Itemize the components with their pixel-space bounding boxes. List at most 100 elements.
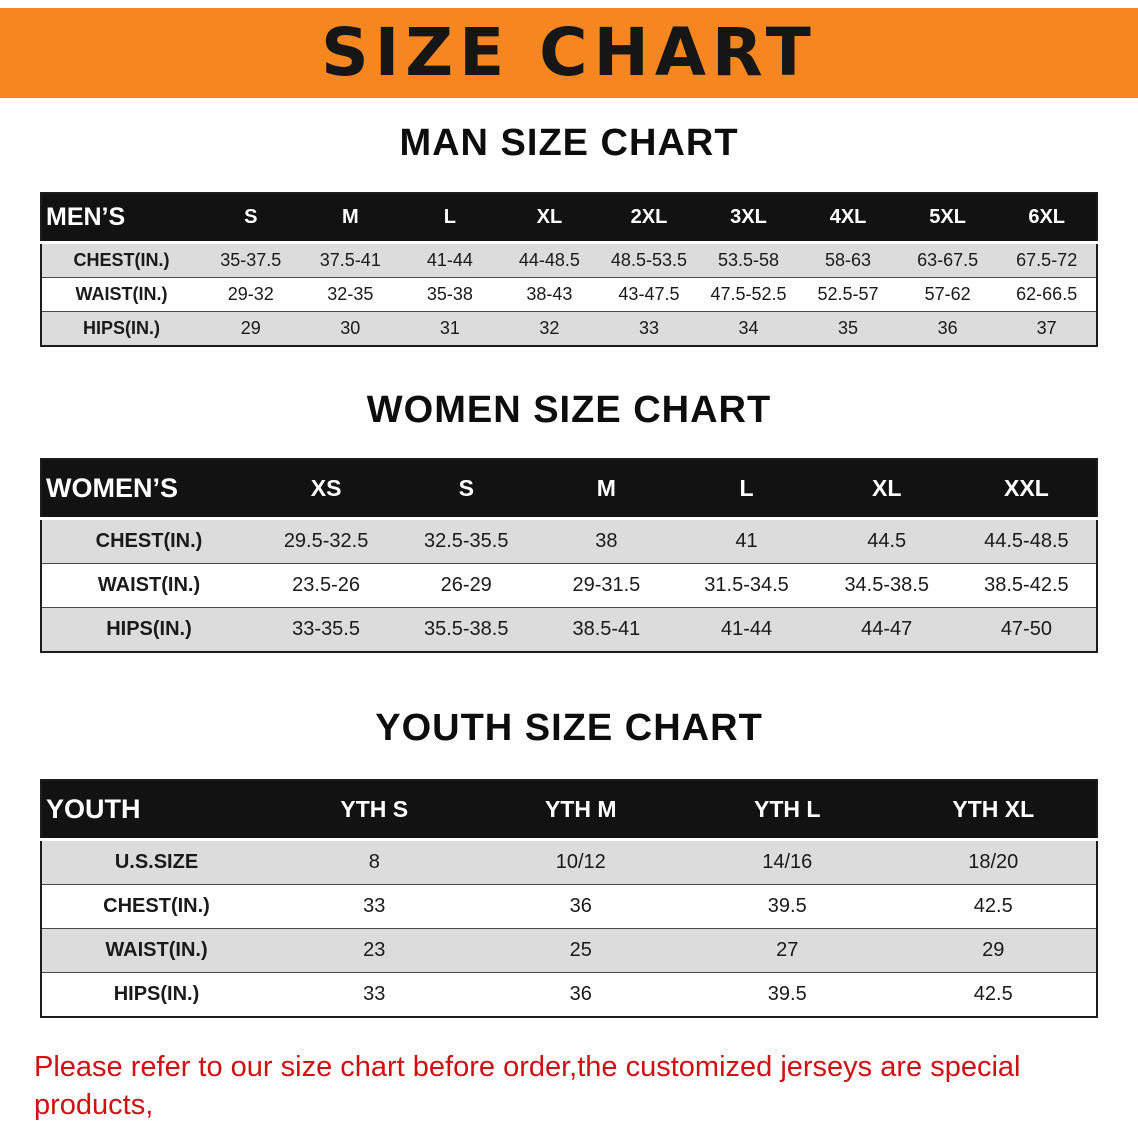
men-size-table: MEN’S S M L XL 2XL 3XL 4XL 5XL 6XL CHEST(IN.) 35-37… [40,191,1098,347]
table-header-row: WOMEN’S XS S M L XL XXL [41,459,1097,521]
table-title-cell: YOUTH [41,780,271,842]
size-value-cell: 38-43 [526,283,573,304]
size-value-cell: 34.5-38.5 [844,574,929,597]
youth-size-table: YOUTH YTH S YTH M YTH L YTH XL U.S.SIZE 8 10/12… [40,779,1098,1019]
size-header-cell: XXL [956,459,1097,521]
size-header-cell: S [396,459,537,521]
size-value-cell: 30 [340,317,361,338]
size-value-cell: 39.5 [767,983,807,1006]
size-value-cell: 67.5-72 [1016,249,1078,270]
men-section-heading: MAN SIZE CHART [399,122,739,164]
women-size-table: WOMEN’S XS S M L XL XXL CHEST(IN.) 29.5-32.5 32.5… [40,458,1098,654]
size-value-cell: 35-38 [426,283,473,304]
size-value-cell: 29-32 [227,283,274,304]
section-men: MAN SIZE CHART MEN’S S M L XL 2XL 3XL 4XL 5XL 6XL… [0,122,1138,347]
size-value-cell: 27 [776,939,799,962]
disclaimer-text: Please refer to our size chart before or… [34,1048,1104,1132]
size-value-cell: 41 [735,530,758,553]
disclaimer-line-1: Please refer to our size chart before or… [34,1051,1021,1122]
size-value-cell: 63-67.5 [917,249,979,270]
table-title-cell: MEN’S [41,192,201,244]
size-header-cell: 6XL [997,192,1097,244]
size-header-cell: S [201,192,301,244]
size-value-cell: 44-48.5 [518,249,580,270]
size-value-cell: 31 [439,317,460,338]
size-value-cell: 10/12 [555,851,606,874]
size-value-cell: 41-44 [426,249,473,270]
table-row: WAIST(IN.) 29-32 32-35 35-38 38-43 43-47.5 47.… [41,277,1097,312]
size-value-cell: 32-35 [327,283,374,304]
size-header-cell: M [536,459,677,521]
size-value-cell: 14/16 [762,851,813,874]
size-value-cell: 32 [539,317,560,338]
table-title-cell: WOMEN’S [41,459,256,521]
table-row: HIPS(IN.) 33 36 39.5 42.5 [41,972,1097,1018]
size-value-cell: 43-47.5 [618,283,680,304]
row-label-cell: CHEST(IN.) [103,895,210,918]
size-header-cell: M [300,192,401,244]
section-youth: YOUTH SIZE CHART YOUTH YTH S YTH M YTH L YTH… [0,707,1138,1019]
size-value-cell: 25 [569,939,592,962]
size-value-cell: 37 [1036,317,1057,338]
size-value-cell: 44-47 [861,618,913,641]
table-row: CHEST(IN.) 33 36 39.5 42.5 [41,884,1097,929]
size-value-cell: 36 [569,895,592,918]
size-value-cell: 29 [982,939,1005,962]
table-header-row: MEN’S S M L XL 2XL 3XL 4XL 5XL 6XL [41,192,1097,244]
size-value-cell: 42.5 [973,983,1013,1006]
size-header-cell: XL [499,192,600,244]
size-value-cell: 42.5 [973,895,1013,918]
row-label-cell: HIPS(IN.) [82,317,160,338]
size-value-cell: 47.5-52.5 [710,283,787,304]
size-value-cell: 58-63 [825,249,872,270]
size-value-cell: 38.5-41 [572,618,641,641]
size-value-cell: 8 [368,851,380,874]
size-value-cell: 44.5-48.5 [984,530,1069,553]
size-value-cell: 33 [363,983,386,1006]
size-value-cell: 33-35.5 [292,618,360,641]
table-header-row: YOUTH YTH S YTH M YTH L YTH XL [41,780,1097,842]
size-value-cell: 34 [738,317,759,338]
row-label-cell: HIPS(IN.) [106,618,192,641]
size-value-cell: 62-66.5 [1016,283,1078,304]
size-value-cell: 26-29 [440,574,492,597]
size-value-cell: 18/20 [968,851,1019,874]
table-row: WAIST(IN.) 23 25 27 29 [41,928,1097,973]
women-section-heading: WOMEN SIZE CHART [366,388,772,431]
size-value-cell: 57-62 [924,283,971,304]
size-value-cell: 23.5-26 [292,574,360,597]
size-header-cell: YTH XL [890,780,1097,842]
disclaimer-line-2: we don’t accept cancel, change, teturn o… [34,1128,1024,1132]
size-value-cell: 52.5-57 [817,283,879,304]
size-header-cell: YTH L [684,780,891,842]
size-value-cell: 35-37.5 [220,249,282,270]
table-row: CHEST(IN.) 29.5-32.5 32.5-35.5 38 41 44.5 44.5… [41,518,1097,564]
size-value-cell: 31.5-34.5 [704,574,789,597]
table-row: CHEST(IN.) 35-37.5 37.5-41 41-44 44-48.5 48.5… [41,242,1097,278]
size-value-cell: 36 [937,317,958,338]
size-value-cell: 32.5-35.5 [423,530,509,553]
row-label-cell: WAIST(IN.) [105,939,208,962]
size-header-cell: 2XL [599,192,699,244]
size-value-cell: 37.5-41 [319,249,381,270]
size-header-cell: XS [256,459,397,521]
size-value-cell: 41-44 [720,618,773,641]
size-value-cell: 38.5-42.5 [984,574,1069,597]
size-header-cell: 5XL [897,192,998,244]
size-header-cell: L [676,459,817,521]
size-value-cell: 38 [595,530,618,553]
size-value-cell: 44.5 [867,530,907,553]
row-label-cell: WAIST(IN.) [75,283,168,304]
size-value-cell: 39.5 [767,895,807,918]
table-row: HIPS(IN.) 29 30 31 32 33 34 35 36 37 [41,311,1097,346]
banner: SIZE CHART [0,8,1138,98]
youth-section-heading: YOUTH SIZE CHART [375,707,763,750]
row-label-cell: CHEST(IN.) [73,249,170,270]
size-value-cell: 35.5-38.5 [423,618,509,641]
size-header-cell: 4XL [798,192,898,244]
row-label-cell: U.S.SIZE [114,851,199,874]
size-header-cell: L [400,192,500,244]
size-value-cell: 29.5-32.5 [283,530,369,553]
size-header-cell: YTH S [271,780,478,842]
